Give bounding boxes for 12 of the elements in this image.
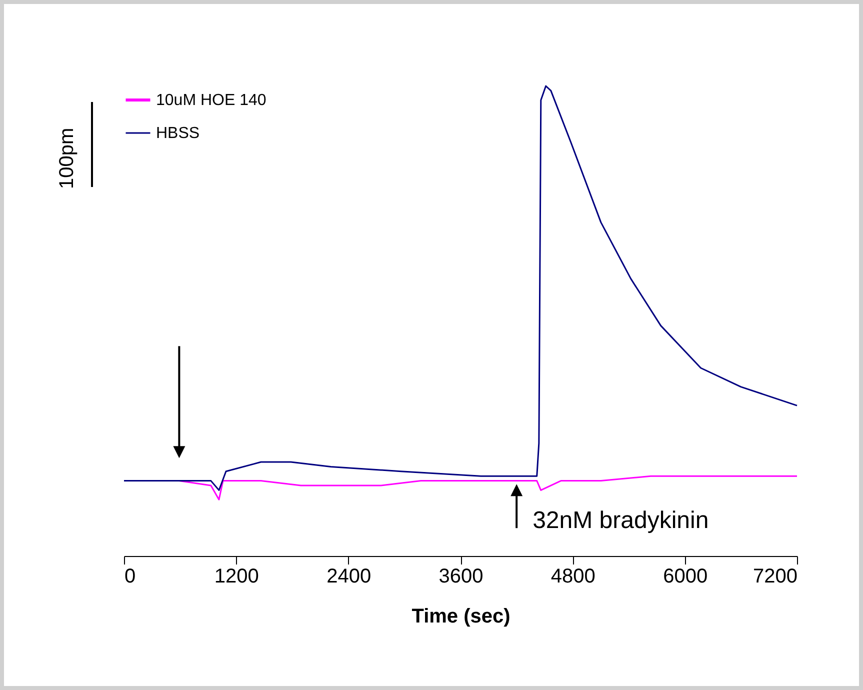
x-tick-label: 6000: [663, 566, 708, 588]
x-tick-label: 4800: [550, 566, 596, 588]
x-tick-label: 2400: [326, 566, 372, 588]
x-tick-label: 7200: [753, 566, 798, 588]
annotation: 32nM bradykinin: [532, 507, 709, 534]
x-tick-label: 1200: [214, 566, 259, 588]
x-tick-label: 0: [124, 566, 136, 588]
x-axis-title: Time (sec): [412, 606, 510, 628]
text: 100pm: [56, 128, 79, 189]
legend-label: HBSS: [156, 125, 200, 142]
x-tick-label: 3600: [438, 566, 484, 588]
legend-label: 10uM HOE 140: [156, 92, 266, 109]
